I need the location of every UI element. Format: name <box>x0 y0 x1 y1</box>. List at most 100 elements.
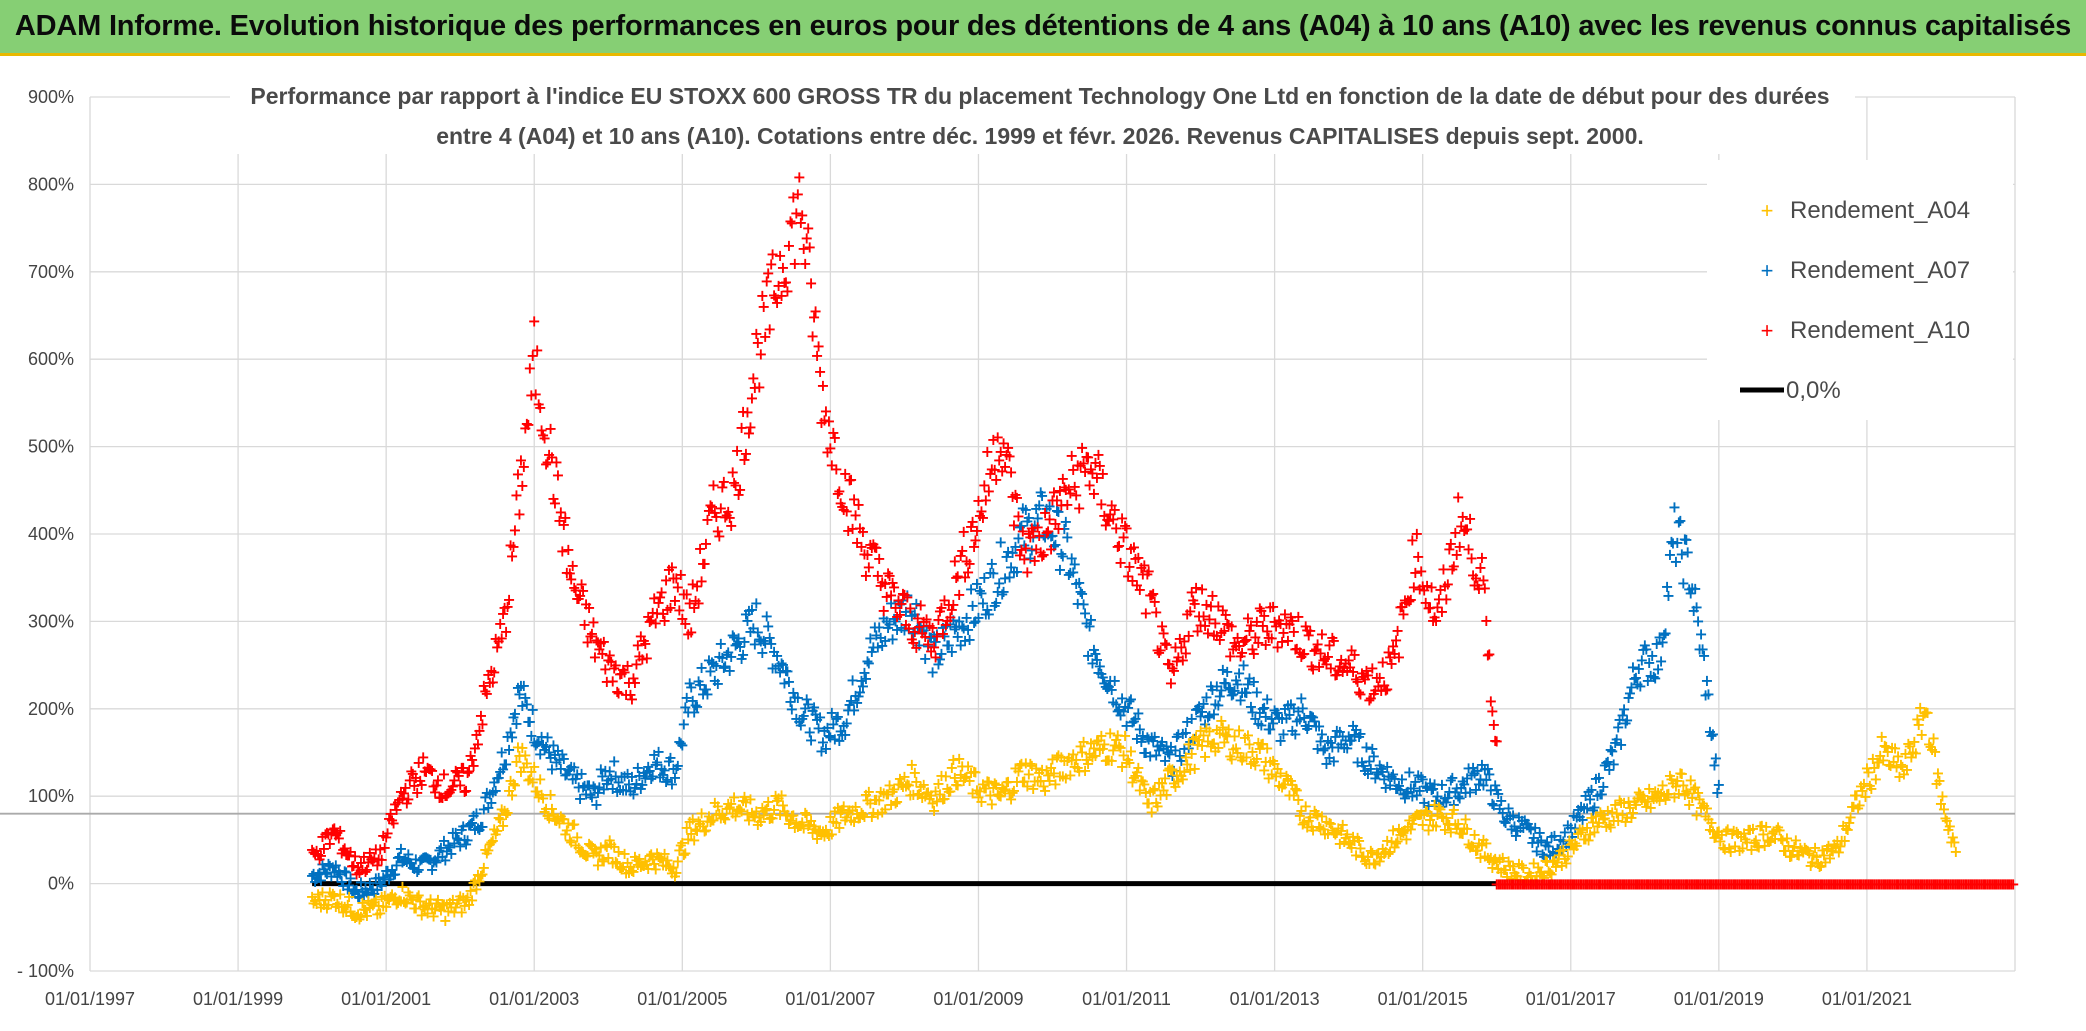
point-a07: + <box>847 701 860 720</box>
point-a07: + <box>684 677 697 696</box>
point-a07: + <box>717 658 730 677</box>
point-a07: + <box>873 617 886 636</box>
x-tick-label: 01/01/2013 <box>1230 989 1320 1009</box>
point-a07: + <box>818 721 831 740</box>
point-a07: + <box>1607 754 1620 773</box>
point-a07: + <box>578 776 591 795</box>
point-a07: + <box>396 853 409 872</box>
point-a07: + <box>496 759 509 778</box>
point-a07: + <box>362 885 375 904</box>
point-a07: + <box>661 770 674 789</box>
point-a07: + <box>465 813 478 832</box>
point-a07: + <box>320 864 333 883</box>
point-a07: + <box>979 605 992 624</box>
point-a07: + <box>597 779 610 798</box>
x-tick-label: 01/01/1999 <box>193 989 283 1009</box>
point-a07: + <box>834 721 847 740</box>
point-a07: + <box>836 725 849 744</box>
point-a07: + <box>347 881 360 900</box>
point-a07: + <box>756 643 769 662</box>
point-a07: + <box>331 867 344 886</box>
point-a07: + <box>772 656 785 675</box>
point-a07: + <box>545 759 558 778</box>
point-a07: + <box>310 869 323 888</box>
point-a07: + <box>440 842 453 861</box>
point-a07: + <box>785 699 798 718</box>
point-a07: + <box>382 869 395 888</box>
point-a07: + <box>556 745 569 764</box>
x-tick-label: 01/01/2019 <box>1674 989 1764 1009</box>
point-a07: + <box>741 611 754 630</box>
point-a07: + <box>424 850 437 869</box>
point-a07: + <box>689 696 702 715</box>
point-a07: + <box>387 865 400 884</box>
point-a07: + <box>911 618 924 637</box>
point-a07: + <box>433 840 446 859</box>
point-a07: + <box>573 789 586 808</box>
point-a07: + <box>339 863 352 882</box>
point-a10: + <box>816 376 829 395</box>
point-a07: + <box>941 636 954 655</box>
point-a07: + <box>923 628 936 647</box>
point-a07: + <box>1043 496 1056 515</box>
point-a07: + <box>461 830 474 849</box>
point-a07: + <box>852 687 865 706</box>
point-a07: + <box>736 645 749 664</box>
point-a07: + <box>428 851 441 870</box>
point-a07: + <box>713 647 726 666</box>
point-a07: + <box>680 688 693 707</box>
point-a07: + <box>1056 546 1069 565</box>
point-a10: + <box>1490 731 1503 750</box>
point-a07: + <box>859 669 872 688</box>
point-a07: + <box>621 764 634 783</box>
point-a07: + <box>1697 646 1710 665</box>
series-a07: ++++++++++++++++++++++++++++++++++++++++… <box>305 482 1725 907</box>
point-a07: + <box>1059 512 1072 531</box>
point-a10: + <box>781 281 794 300</box>
point-a07: + <box>650 752 663 771</box>
legend-marker-a04: + <box>1761 198 1774 223</box>
point-a07: + <box>913 635 926 654</box>
legend-item-a04: + Rendement_A04 <box>1761 197 1971 224</box>
point-a07: + <box>711 674 724 693</box>
point-a07: + <box>757 631 770 650</box>
point-a10: + <box>963 554 976 573</box>
point-a07: + <box>1081 646 1094 665</box>
point-a07: + <box>363 873 376 892</box>
point-a07: + <box>927 627 940 646</box>
point-a07: + <box>359 879 372 898</box>
point-a07: + <box>639 769 652 788</box>
point-a07: + <box>325 867 338 886</box>
point-a07: + <box>356 882 369 901</box>
point-a07: + <box>856 676 869 695</box>
point-a07: + <box>1031 508 1044 527</box>
point-a07: + <box>719 656 732 675</box>
y-tick-label: 0% <box>48 874 74 894</box>
point-a07: + <box>664 748 677 767</box>
point-a07: + <box>1069 574 1082 593</box>
point-a10: + <box>1142 561 1155 580</box>
point-a07: + <box>442 835 455 854</box>
point-a07: + <box>322 854 335 873</box>
point-a07: + <box>366 880 379 899</box>
legend-label-zero: 0,0% <box>1786 377 1841 404</box>
point-a07: + <box>326 858 339 877</box>
point-a10: + <box>507 537 520 556</box>
point-a07: + <box>606 779 619 798</box>
y-tick-label: 800% <box>28 174 74 194</box>
point-a07: + <box>969 612 982 631</box>
point-a07: + <box>831 707 844 726</box>
point-a07: + <box>1083 616 1096 635</box>
point-a07: + <box>1016 498 1029 517</box>
point-a07: + <box>1702 685 1715 704</box>
point-a07: + <box>893 595 906 614</box>
point-a07: + <box>634 779 647 798</box>
point-a07: + <box>613 780 626 799</box>
point-a10: + <box>744 418 757 437</box>
point-a07: + <box>1032 496 1045 515</box>
point-a07: + <box>341 880 354 899</box>
point-a07: + <box>1019 500 1032 519</box>
point-a07: + <box>492 768 505 787</box>
point-a07: + <box>987 563 1000 582</box>
